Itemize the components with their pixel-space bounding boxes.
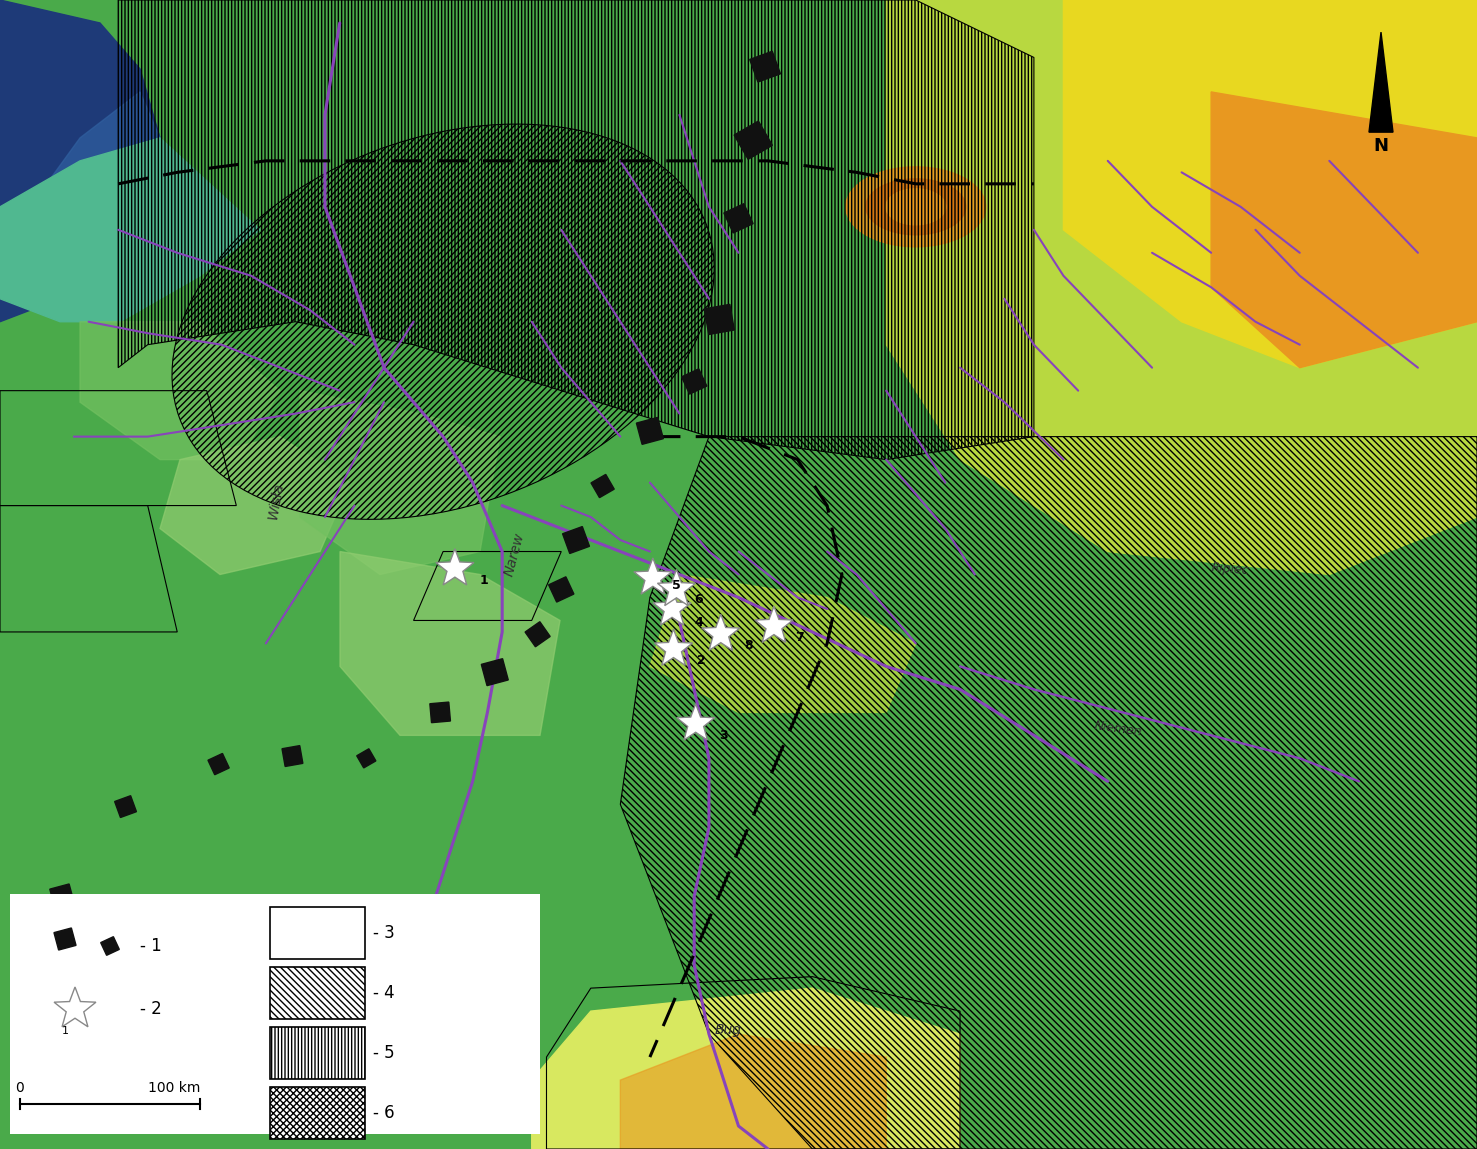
Text: 7: 7 — [795, 631, 803, 645]
Polygon shape — [482, 658, 508, 686]
Polygon shape — [115, 796, 136, 817]
Text: 100 km: 100 km — [148, 1081, 199, 1095]
Polygon shape — [0, 138, 260, 322]
Polygon shape — [702, 615, 740, 650]
Polygon shape — [681, 369, 707, 394]
Polygon shape — [100, 936, 120, 955]
Text: N: N — [1374, 137, 1388, 155]
Text: 6: 6 — [694, 593, 703, 607]
Polygon shape — [50, 884, 74, 909]
Polygon shape — [436, 549, 474, 585]
Bar — [270, 1027, 365, 1079]
Text: Niemen: Niemen — [1093, 719, 1143, 739]
Polygon shape — [532, 988, 960, 1149]
Text: - 1: - 1 — [140, 936, 162, 955]
Polygon shape — [0, 92, 160, 299]
Polygon shape — [755, 607, 793, 642]
Polygon shape — [55, 928, 75, 950]
Bar — [270, 967, 365, 1019]
Polygon shape — [0, 0, 160, 322]
Polygon shape — [637, 417, 663, 445]
Text: 4: 4 — [694, 616, 703, 630]
Polygon shape — [734, 121, 772, 160]
Polygon shape — [591, 475, 614, 498]
Text: Ripiec: Ripiec — [1211, 561, 1250, 578]
Polygon shape — [724, 203, 753, 233]
Text: 2: 2 — [697, 654, 706, 668]
Ellipse shape — [846, 167, 985, 247]
Polygon shape — [1211, 92, 1477, 368]
Polygon shape — [1063, 0, 1477, 368]
Polygon shape — [750, 52, 780, 82]
Text: 0: 0 — [16, 1081, 25, 1095]
Text: 5: 5 — [672, 579, 681, 593]
Polygon shape — [526, 622, 549, 647]
Polygon shape — [650, 574, 916, 712]
Text: Narew: Narew — [502, 531, 527, 578]
Polygon shape — [55, 987, 96, 1027]
Polygon shape — [282, 746, 303, 766]
Text: 3: 3 — [719, 728, 728, 742]
Polygon shape — [620, 1034, 886, 1149]
Bar — [10, 894, 541, 1134]
Text: Wisła: Wisła — [266, 480, 287, 520]
Polygon shape — [657, 570, 696, 606]
Bar — [270, 1087, 365, 1139]
Polygon shape — [208, 754, 229, 774]
Text: 1: 1 — [480, 573, 489, 587]
Ellipse shape — [866, 179, 966, 234]
Polygon shape — [886, 0, 1477, 574]
Polygon shape — [654, 630, 693, 665]
Polygon shape — [705, 304, 734, 334]
Polygon shape — [80, 322, 281, 460]
Polygon shape — [430, 702, 450, 723]
Text: - 2: - 2 — [140, 1000, 162, 1018]
Text: Bug: Bug — [715, 1023, 741, 1038]
Polygon shape — [548, 577, 575, 602]
Polygon shape — [634, 558, 672, 594]
Polygon shape — [340, 552, 560, 735]
Polygon shape — [1369, 32, 1393, 132]
Text: 8: 8 — [744, 639, 753, 653]
Polygon shape — [300, 391, 501, 574]
Polygon shape — [357, 749, 375, 768]
Text: - 4: - 4 — [374, 984, 394, 1002]
Polygon shape — [563, 526, 589, 554]
Text: - 3: - 3 — [374, 924, 394, 942]
Polygon shape — [653, 589, 691, 625]
Polygon shape — [160, 437, 350, 574]
Bar — [270, 907, 365, 959]
Ellipse shape — [886, 188, 945, 225]
Text: - 6: - 6 — [374, 1104, 394, 1123]
Text: - 5: - 5 — [374, 1044, 394, 1062]
Text: 1: 1 — [62, 1026, 68, 1036]
Polygon shape — [676, 704, 715, 740]
